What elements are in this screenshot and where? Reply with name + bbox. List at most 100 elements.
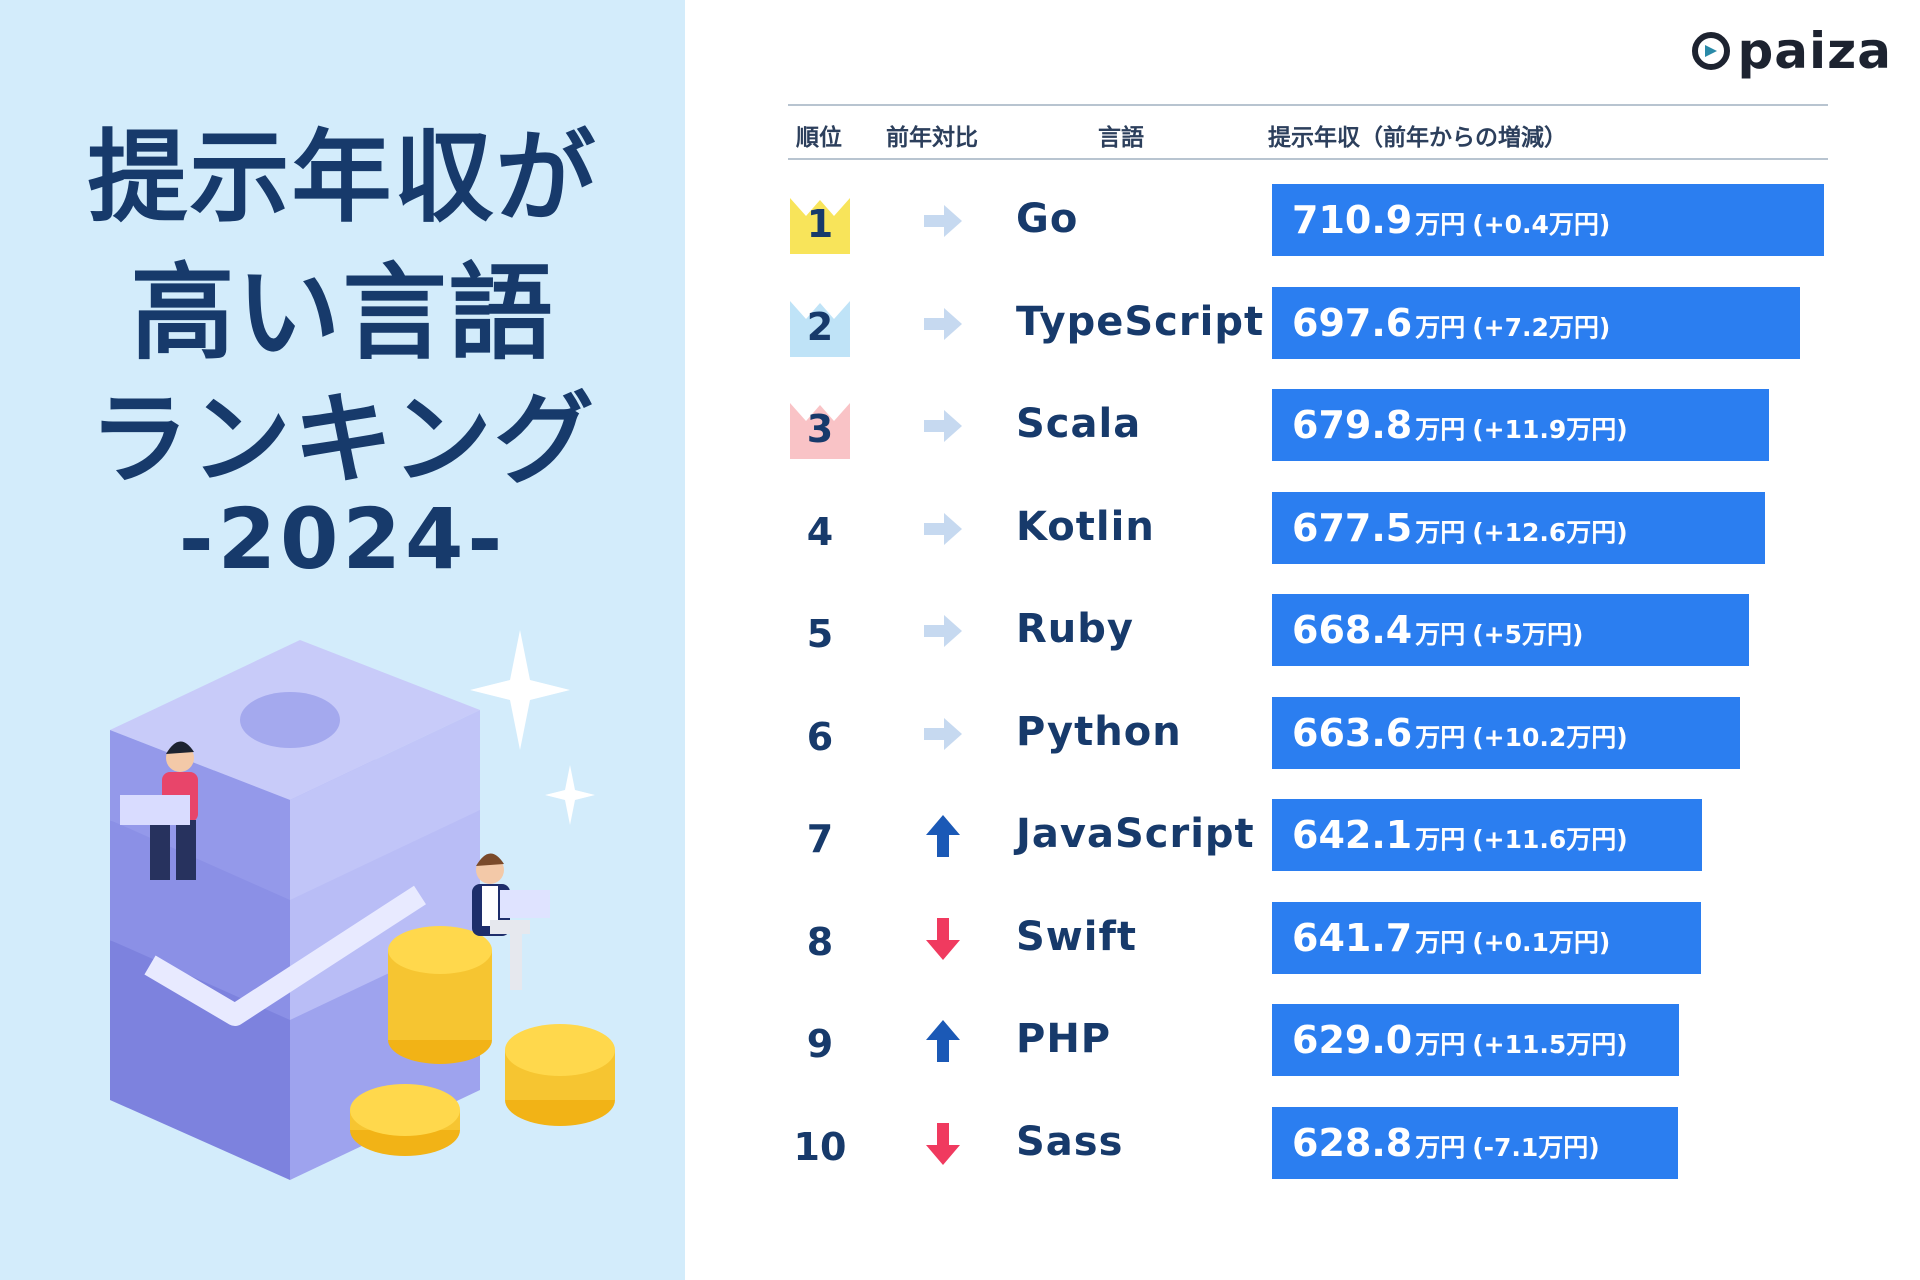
salary-value: 679.8 <box>1292 403 1413 447</box>
salary-change: (+0.1万円) <box>1472 927 1611 957</box>
rank-number: 9 <box>806 1022 834 1066</box>
table-row: 6 Python 663.6 万円 (+10.2万円) <box>788 696 1828 799</box>
trend-same-icon <box>918 709 968 759</box>
paiza-logo: paiza <box>1691 22 1892 80</box>
rank-number: 2 <box>806 304 834 349</box>
rank-cell: 2 <box>788 287 852 359</box>
language-name: Scala <box>1016 401 1142 447</box>
left-panel: 提示年収が 高い言語 ランキング -2024- <box>0 0 685 1280</box>
language-name: Kotlin <box>1016 503 1155 550</box>
logo-text: paiza <box>1737 22 1892 80</box>
title-year: -2024- <box>178 490 507 588</box>
salary-unit: 万円 <box>1415 722 1466 752</box>
trend-same-icon <box>918 504 968 554</box>
header-trend: 前年対比 <box>886 125 978 151</box>
salary-bar: 629.0 万円 (+11.5万円) <box>1272 1004 1679 1076</box>
language-name: Go <box>1016 196 1079 242</box>
rank-number: 8 <box>806 919 834 964</box>
rank-number: 6 <box>806 714 834 759</box>
salary-bar: 668.4 万円 (+5万円) <box>1272 594 1749 666</box>
salary-value: 677.5 <box>1292 505 1413 550</box>
rank-number: 7 <box>806 817 834 861</box>
salary-change: (+0.4万円) <box>1472 210 1611 239</box>
trend-same-icon <box>918 401 968 451</box>
table-row: 9 PHP 629.0 万円 (+11.5万円) <box>788 1004 1828 1106</box>
salary-bar: 663.6 万円 (+10.2万円) <box>1272 696 1741 769</box>
header-salary: 提示年収（前年からの増減） <box>1268 125 1567 151</box>
language-name: Swift <box>1016 913 1137 960</box>
salary-value: 697.6 <box>1292 300 1413 345</box>
salary-unit: 万円 <box>1415 927 1466 957</box>
table-row: 7 JavaScript 642.1 万円 (+11.6万円) <box>788 799 1828 901</box>
salary-change: (+11.5万円) <box>1472 1030 1628 1059</box>
table-row: 8 Swift 641.7 万円 (+0.1万円) <box>788 901 1828 1004</box>
rank-number: 1 <box>806 202 834 246</box>
rank-number: 10 <box>793 1124 847 1169</box>
salary-bar: 710.9 万円 (+0.4万円) <box>1272 184 1824 256</box>
salary-value: 628.8 <box>1292 1120 1413 1165</box>
salary-unit: 万円 <box>1415 210 1466 239</box>
salary-bar: 697.6 万円 (+7.2万円) <box>1272 286 1801 359</box>
rank-number: 4 <box>806 509 834 554</box>
salary-unit: 万円 <box>1415 1132 1466 1162</box>
salary-change: (+7.2万円) <box>1472 312 1611 342</box>
salary-change: (-7.1万円) <box>1472 1132 1600 1162</box>
salary-bar: 642.1 万円 (+11.6万円) <box>1272 799 1702 871</box>
salary-value: 663.6 <box>1292 710 1413 755</box>
salary-value: 629.0 <box>1292 1018 1413 1062</box>
trend-down-icon <box>918 914 968 964</box>
salary-unit: 万円 <box>1415 312 1466 342</box>
language-name: JavaScript <box>1016 811 1255 857</box>
rank-cell: 5 <box>788 594 852 666</box>
coin-stack-icon <box>350 926 615 1156</box>
ranking-table: 順位 前年対比 言語 提示年収（前年からの増減） 1 Go 710.9 万円 (+0.4… <box>788 104 1828 1179</box>
rank-number: 5 <box>806 612 834 656</box>
salary-change: (+12.6万円) <box>1472 517 1628 547</box>
salary-unit: 万円 <box>1415 517 1466 547</box>
language-name: Ruby <box>1016 606 1134 652</box>
salary-bar: 677.5 万円 (+12.6万円) <box>1272 491 1765 564</box>
rank-cell: 10 <box>788 1107 852 1179</box>
rank-cell: 8 <box>788 902 852 974</box>
salary-change: (+11.9万円) <box>1472 415 1628 444</box>
salary-value: 641.7 <box>1292 915 1413 960</box>
salary-unit: 万円 <box>1415 1030 1466 1059</box>
header-rank: 順位 <box>796 125 842 151</box>
salary-bar: 679.8 万円 (+11.9万円) <box>1272 389 1769 461</box>
salary-unit: 万円 <box>1415 620 1466 649</box>
crown-gold-icon <box>790 198 850 254</box>
language-name: Sass <box>1016 1118 1124 1165</box>
header-language: 言語 <box>1098 125 1144 151</box>
rank-cell: 6 <box>788 697 852 769</box>
trend-up-icon <box>918 811 968 861</box>
crown-silver-icon <box>790 300 850 357</box>
crown-bronze-icon <box>790 403 850 459</box>
trend-down-icon <box>918 1119 968 1169</box>
title-line-2: 高い言語 <box>130 252 555 374</box>
rank-cell: 3 <box>788 389 852 461</box>
table-row: 3 Scala 679.8 万円 (+11.9万円) <box>788 389 1828 491</box>
trend-same-icon <box>918 299 968 349</box>
trend-same-icon <box>918 196 968 246</box>
salary-bar: 628.8 万円 (-7.1万円) <box>1272 1106 1679 1179</box>
salary-value: 710.9 <box>1292 198 1413 242</box>
rank-cell: 4 <box>788 492 852 564</box>
paiza-logo-icon <box>1692 32 1731 70</box>
person-left-icon <box>120 741 198 880</box>
salary-value: 642.1 <box>1292 813 1413 857</box>
salary-unit: 万円 <box>1415 415 1466 444</box>
money-stack-illustration <box>110 630 615 1180</box>
rank-cell: 9 <box>788 1004 852 1076</box>
sparkle-icon <box>470 630 595 825</box>
salary-change: (+5万円) <box>1472 620 1584 649</box>
table-row: 10 Sass 628.8 万円 (-7.1万円) <box>788 1106 1828 1209</box>
rank-number: 3 <box>806 407 834 451</box>
rank-cell: 7 <box>788 799 852 871</box>
table-row: 2 TypeScript 697.6 万円 (+7.2万円) <box>788 286 1828 389</box>
table-header: 順位 前年対比 言語 提示年収（前年からの増減） <box>788 104 1828 160</box>
language-name: Python <box>1016 708 1182 755</box>
table-row: 4 Kotlin 677.5 万円 (+12.6万円) <box>788 491 1828 594</box>
rank-cell: 1 <box>788 184 852 256</box>
language-name: TypeScript <box>1016 298 1265 345</box>
trend-up-icon <box>918 1016 968 1066</box>
